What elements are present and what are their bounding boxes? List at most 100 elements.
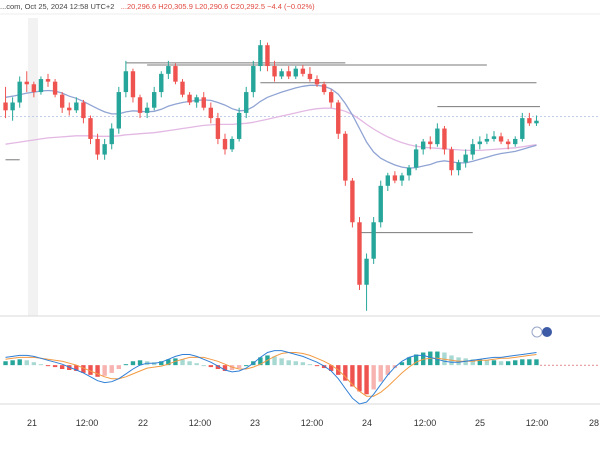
macd-histogram-bar <box>201 365 206 367</box>
candle <box>194 94 199 108</box>
macd-histogram-bar <box>364 365 369 395</box>
candle-body <box>38 79 44 93</box>
candle-body <box>428 141 433 145</box>
candle <box>534 115 539 126</box>
candle <box>442 125 447 155</box>
macd-histogram-bar <box>286 360 291 366</box>
time-axis-label: 12:00 <box>189 418 212 428</box>
macd-line <box>5 350 537 405</box>
candle-body <box>10 102 15 111</box>
candle-body <box>81 102 86 119</box>
candle-body <box>484 138 490 142</box>
candle-body <box>3 102 8 111</box>
candle-body <box>173 66 178 82</box>
candle <box>67 102 72 116</box>
candle <box>166 60 171 80</box>
candle <box>413 144 419 171</box>
candle <box>81 99 86 124</box>
candle-body <box>505 141 511 145</box>
candle <box>336 99 341 139</box>
candle-body <box>357 222 362 285</box>
macd-histogram-bar <box>279 358 284 366</box>
macd-histogram-bar <box>498 361 504 366</box>
candle <box>88 115 93 145</box>
candle-body <box>477 141 483 145</box>
candle-body <box>498 136 504 142</box>
candle <box>428 136 433 150</box>
macd-histogram-bar <box>17 359 22 366</box>
candle-body <box>109 128 114 145</box>
candle <box>173 63 178 85</box>
header-source: ...com, Oct 25, 2024 12:58 UTC+2 <box>0 2 115 11</box>
candle-body <box>95 138 100 155</box>
candle <box>229 136 235 152</box>
candle-body <box>421 141 426 150</box>
candle <box>378 180 383 228</box>
candle <box>272 60 277 82</box>
candle <box>527 112 532 126</box>
macd-histogram-bar <box>130 361 136 366</box>
candle <box>45 73 51 87</box>
macd-histogram-bar <box>413 354 419 366</box>
macd-histogram-bar <box>534 359 539 366</box>
candle-body <box>258 45 263 67</box>
session-shade <box>28 18 38 316</box>
macd-histogram-bar <box>95 365 100 377</box>
candle-body <box>159 73 164 93</box>
candle <box>236 107 242 142</box>
time-axis-label: 21 <box>27 418 37 428</box>
candle-body <box>152 92 157 108</box>
macd-histogram-bar <box>470 359 475 366</box>
candle-body <box>201 97 206 108</box>
candle <box>52 79 58 98</box>
candle <box>130 68 136 103</box>
candle-body <box>236 112 242 139</box>
candle-body <box>194 97 199 103</box>
candle <box>31 81 37 98</box>
macd-histogram-bar <box>300 362 306 366</box>
macd-histogram-bar <box>208 365 214 368</box>
chart-header: ...com, Oct 25, 2024 12:58 UTC+2 ...20,2… <box>0 2 315 11</box>
candle-body <box>116 92 121 129</box>
candle <box>343 131 348 186</box>
candle <box>180 79 185 98</box>
candle <box>314 75 320 87</box>
candle-body <box>378 185 383 223</box>
candle-body <box>251 66 256 93</box>
macd-histogram-bar <box>102 365 107 376</box>
candle <box>102 138 107 160</box>
macd-histogram-bar <box>477 359 483 366</box>
candle-body <box>123 71 129 93</box>
macd-histogram-bar <box>258 357 263 366</box>
price-pane <box>0 40 600 338</box>
candle <box>421 138 426 155</box>
candle <box>392 171 398 184</box>
macd-histogram-bar <box>527 359 532 366</box>
candle-body <box>463 154 468 163</box>
candle-body <box>222 138 228 150</box>
candle <box>505 138 511 150</box>
candle <box>491 131 497 142</box>
candle-body <box>470 144 475 155</box>
macd-histogram-bar <box>137 360 143 366</box>
macd-histogram-bar <box>10 360 15 366</box>
candle <box>244 86 249 119</box>
time-axis-label: 24 <box>362 418 372 428</box>
candle-body <box>449 149 454 171</box>
macd-histogram-bar <box>314 365 320 367</box>
macd-histogram-bar <box>272 356 277 366</box>
candle <box>159 71 164 98</box>
candle-body <box>527 118 532 124</box>
ma-slow-line <box>5 107 537 152</box>
candle <box>109 123 114 150</box>
candle-body <box>244 92 249 113</box>
candle-body <box>74 102 79 111</box>
macd-histogram-bar <box>109 365 114 373</box>
candle-body <box>456 162 461 171</box>
macd-histogram-bar <box>357 365 362 392</box>
candle-body <box>321 84 327 93</box>
macd-histogram-bar <box>3 361 8 366</box>
candle <box>38 76 44 95</box>
